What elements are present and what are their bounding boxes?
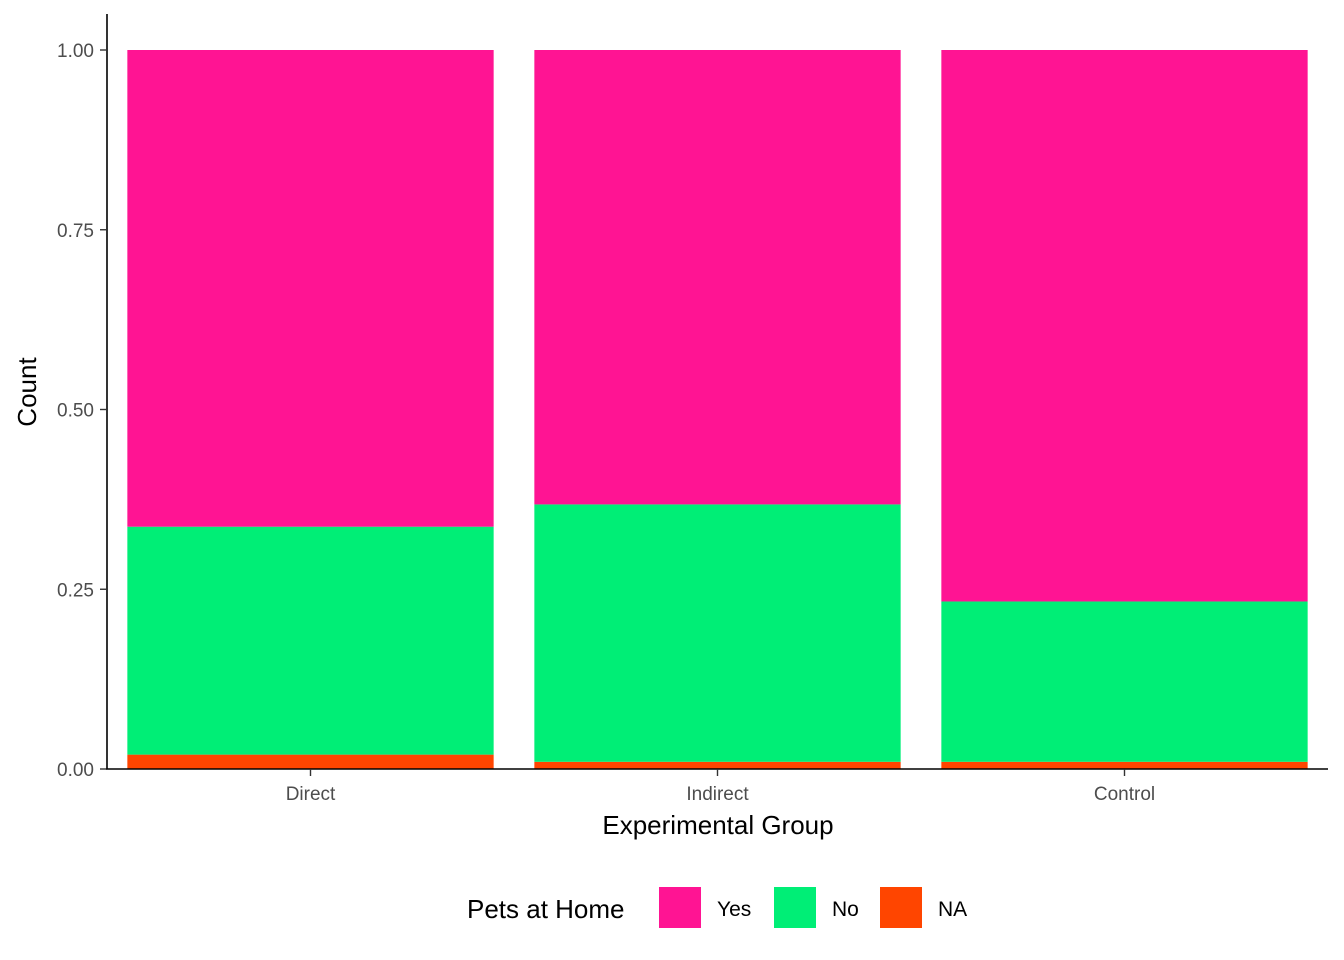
y-tick-label: 0.50 <box>57 401 94 422</box>
legend-label-no: No <box>832 898 859 921</box>
legend-key-yes <box>659 887 701 928</box>
bar-control-no <box>941 601 1308 762</box>
bar-direct-yes <box>127 50 494 527</box>
x-axis-title: Experimental Group <box>602 810 833 840</box>
bars-group <box>127 50 1308 769</box>
bar-control-na <box>941 761 1308 769</box>
y-tick-label: 1.00 <box>57 41 94 62</box>
legend-label-yes: Yes <box>717 898 751 921</box>
bar-indirect-no <box>534 504 901 762</box>
x-tick-label-indirect: Indirect <box>686 784 749 805</box>
x-tick-label-control: Control <box>1094 784 1155 805</box>
legend-title: Pets at Home <box>467 894 625 924</box>
bar-direct-no <box>127 526 494 755</box>
y-axis: 0.00 0.25 0.50 0.75 1.00 <box>57 14 108 781</box>
bar-direct-na <box>127 754 494 769</box>
legend: Pets at Home Yes No NA <box>467 887 967 928</box>
bar-control-yes <box>941 50 1308 602</box>
y-tick-label: 0.75 <box>57 221 94 242</box>
legend-label-na: NA <box>938 898 967 921</box>
x-axis: Direct Indirect Control <box>106 768 1328 805</box>
legend-key-na <box>880 887 922 928</box>
x-tick-label-direct: Direct <box>286 784 336 805</box>
y-tick-label: 0.00 <box>57 760 94 781</box>
y-axis-title: Count <box>12 357 42 427</box>
bar-indirect-yes <box>534 50 901 505</box>
legend-key-no <box>774 887 816 928</box>
y-tick-label: 0.25 <box>57 580 94 601</box>
bar-indirect-na <box>534 761 901 769</box>
